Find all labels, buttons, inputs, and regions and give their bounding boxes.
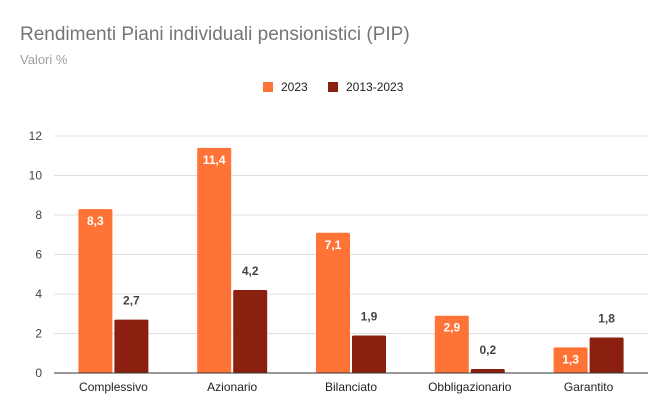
legend-swatch-2023 [263,82,273,92]
x-category-label: Bilanciato [325,380,377,394]
y-tick-label: 12 [29,129,43,143]
data-label: 2,9 [443,321,460,335]
bar-2023-complessivo [78,209,113,373]
data-label: 7,1 [325,238,342,252]
bar-2013-2023-garantito [589,337,624,373]
data-label: 11,4 [203,153,226,167]
bar-2023-bilanciato [316,232,350,373]
y-tick-label: 10 [29,169,43,183]
y-tick-label: 2 [35,327,42,341]
y-axis-ticks: 0 2 4 6 8 10 12 [29,129,43,380]
legend-label-2013-2023: 2013-2023 [346,80,404,94]
data-label: 2,7 [123,294,140,308]
bar-2023-obbligazionario [434,315,469,373]
chart-title: Rendimenti Piani individuali pensionisti… [20,24,410,45]
chart-subtitle: Valori % [20,52,68,67]
bar-2023-garantito [553,347,588,373]
bars [78,147,624,373]
y-tick-label: 6 [35,248,42,262]
gridlines [54,135,648,334]
x-category-label: Garantito [564,380,614,394]
data-labels: 8,3 2,7 11,4 4,2 7,1 1,9 2,9 0,2 1,3 1,8 [87,153,615,366]
legend-swatch-2013-2023 [328,82,338,92]
bar-2023-azionario [197,147,232,373]
y-tick-label: 8 [35,208,42,222]
data-label: 4,2 [242,264,259,278]
data-label: 0,2 [479,343,496,357]
bar-2013-2023-azionario [233,290,268,373]
x-axis-categories: Complessivo Azionario Bilanciato Obbligazio… [79,380,614,394]
x-category-label: Azionario [207,380,257,394]
data-label: 8,3 [87,214,104,228]
legend-label-2023: 2023 [281,80,308,94]
x-category-label: Complessivo [79,380,148,394]
data-label: 1,3 [562,352,579,366]
data-label: 1,8 [598,311,615,325]
bar-2013-2023-bilanciato [352,335,386,373]
bar-2013-2023-obbligazionario [470,369,505,373]
legend: 2023 2013-2023 [263,80,404,94]
bar-2013-2023-complessivo [114,319,149,373]
x-category-label: Obbligazionario [428,380,512,394]
y-tick-label: 0 [35,366,42,380]
y-tick-label: 4 [35,287,42,301]
data-label: 1,9 [361,309,378,323]
